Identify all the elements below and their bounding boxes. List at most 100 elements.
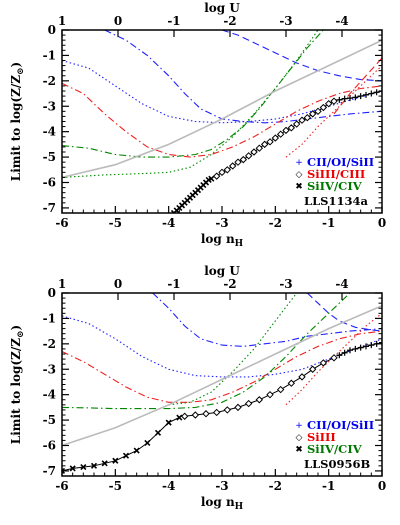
top-axis-label: log U [204,1,240,15]
plus-marker [373,89,380,96]
legend-marker: ◇ [296,170,303,180]
diamond-marker [287,124,296,132]
legend: + CII/OI/SiII ◇ SiIII ✖ SiIV/CIV [295,418,374,456]
diamond-marker [260,140,269,149]
x-tick-label: -4 [162,479,175,493]
legend-entry: SiIV/CIV [307,442,363,456]
plus-marker [363,343,369,350]
legend-entry: SiIII [307,430,336,444]
diamond-marker [292,120,301,128]
plus-marker [336,96,343,103]
x-axis-label: log nH [201,495,244,512]
plus-marker [352,94,359,101]
series-line-9 [62,39,382,179]
y-tick-label: -6 [43,439,56,453]
diamond-marker [244,152,253,160]
series-line-2 [306,293,382,332]
y-tick-label: -1 [43,48,56,62]
series-lines [62,30,382,179]
plus-marker [379,339,382,346]
legend-marker: + [295,421,303,431]
diamond-marker [276,130,285,138]
x-tick-label: -5 [109,216,122,230]
top-tick-label: -3 [279,277,292,291]
x-marker [144,439,151,447]
y-tick-label: -5 [43,413,56,427]
series-line-8 [62,30,319,178]
top-tick-label: -4 [335,277,348,291]
diamond-marker [319,103,328,112]
diamond-marker [234,158,242,166]
x-marker [176,414,183,421]
diamond-marker [266,390,274,399]
y-axis-label: Limit to log(Z/Z⊙) [9,62,26,181]
x-tick-label: 0 [378,479,386,493]
series-line-5 [285,65,382,158]
y-tick-label: -4 [43,388,56,402]
panel-label: LLS1134a [304,194,368,208]
x-tick-label: -4 [162,216,175,230]
x-tick-label: -3 [215,216,228,230]
series-line-7 [62,30,324,158]
x-tick-label: -1 [322,216,335,230]
x-tick-label: -2 [269,216,282,230]
x-marker [101,460,108,467]
legend-entry: CII/OI/SiII [307,155,374,169]
panel-2: -6 -5 -4 -3 -2 -1 01 0 -1 -2 -3 -40-1-2-3-4-5-6-7lo… [9,264,386,512]
diamond-marker [266,138,274,146]
plus-marker [368,342,375,349]
y-tick-label: -2 [43,74,56,88]
x-tick-label: -2 [269,479,282,493]
diamond-marker [324,100,333,108]
diamond-marker [330,97,338,105]
diamond-marker [239,155,248,164]
y-tick-label: 0 [48,286,56,300]
diamond-marker [319,359,328,367]
series-line-7 [168,293,298,406]
diamond-marker [308,365,317,373]
plus-marker [341,349,348,356]
y-tick-label: -4 [43,125,56,139]
legend-entry: SiIV/CIV [307,179,363,193]
diamond-marker [250,148,258,156]
panel-1: -6 -5 -4 -3 -2 -1 01 0 -1 -2 -3 -40-1-2-3-4-5-6-7lo… [9,1,386,249]
y-tick-label: -6 [43,176,56,190]
top-tick-label: -4 [335,14,348,28]
diamond-marker [212,172,221,180]
series-lines [62,293,382,447]
x-marker [154,429,162,436]
series-line-4 [62,330,382,403]
top-axis-label: log U [204,264,240,278]
legend-marker: ✖ [295,445,303,455]
top-tick-label: -1 [167,277,180,291]
y-tick-label: 0 [48,23,56,37]
top-tick-label: -3 [279,14,292,28]
diamond-marker [282,126,290,135]
diamond-marker [287,379,296,387]
y-tick-label: -1 [43,311,56,325]
x-marker [62,467,66,474]
y-axis-label: Limit to log(Z/Z⊙) [9,325,26,444]
diamond-marker [255,396,264,404]
legend-marker: + [295,158,303,168]
x-marker [133,447,140,454]
plus-marker [347,95,353,102]
y-tick-label: -5 [43,150,56,164]
plus-marker [341,95,348,102]
diamond-marker [298,373,306,381]
x-marker [122,452,130,459]
diamond-marker [298,116,306,124]
y-tick-label: -2 [43,337,56,351]
top-tick-label: -2 [223,14,236,28]
diamond-marker [212,408,221,417]
plus-marker [347,347,353,354]
diamond-marker [223,406,232,414]
top-tick-label: 0 [114,14,122,28]
top-tick-label: -1 [167,14,180,28]
x-tick-label: -3 [215,479,228,493]
plus-marker [363,91,369,98]
legend: + CII/OI/SiII ◇ SiIII/CIII ✖ SiIV/CIV [295,155,374,193]
plus-marker [368,90,375,97]
y-tick-label: -7 [43,201,56,215]
